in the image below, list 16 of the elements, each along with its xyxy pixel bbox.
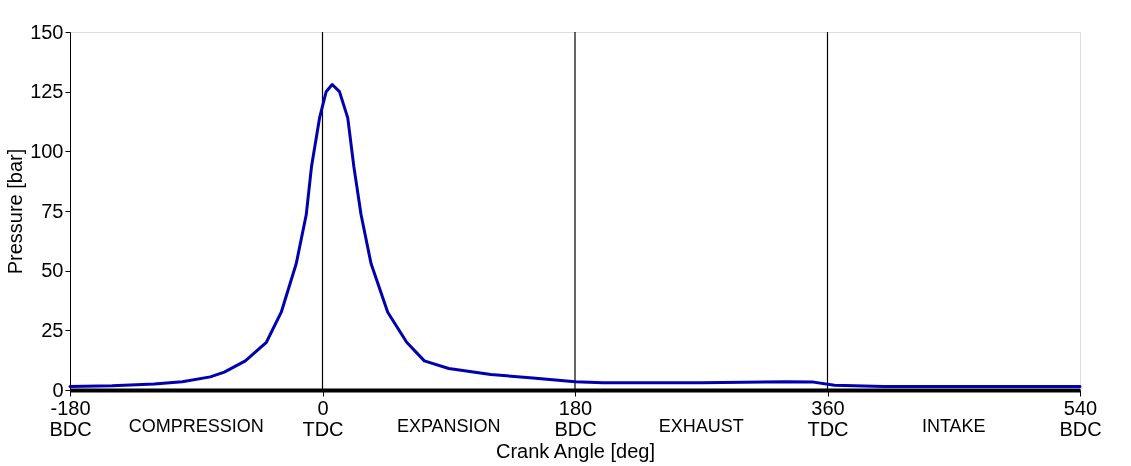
y-tick-label: 25 (41, 318, 64, 341)
y-tick-label: 50 (41, 259, 64, 282)
y-axis-title: Pressure [bar] (4, 148, 27, 275)
text: EXHAUST (658, 416, 744, 436)
x-tick-label: 540 BDC (1059, 396, 1102, 440)
y-tick-label: 100 (30, 139, 64, 162)
y-tick-label: 125 (30, 80, 64, 103)
x-tick-label: 360 TDC (807, 396, 849, 440)
text: INTAKE (921, 416, 986, 436)
x-axis-title: Crank Angle [deg] (496, 439, 655, 462)
text: COMPRESSION (128, 416, 264, 436)
text: EXPANSION (396, 416, 501, 436)
x-tick-label: 180 BDC (554, 396, 597, 440)
y-tick-label: 150 (30, 20, 64, 43)
y-tick-label: 75 (41, 199, 64, 222)
x-tick-label: 0 TDC (302, 396, 344, 440)
